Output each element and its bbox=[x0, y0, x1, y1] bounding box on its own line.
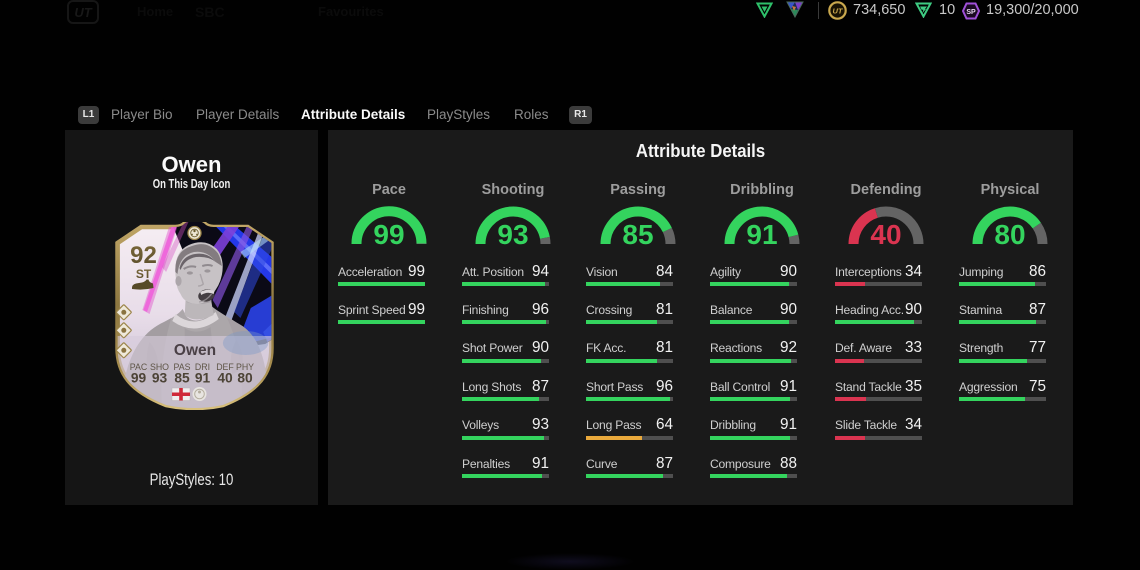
svg-text:PHY: PHY bbox=[236, 362, 254, 372]
svg-text:UT: UT bbox=[833, 7, 844, 16]
svg-text:ST: ST bbox=[136, 267, 152, 281]
svg-text:80: 80 bbox=[994, 219, 1025, 248]
svg-text:SP: SP bbox=[966, 9, 976, 16]
svg-text:SHO: SHO bbox=[150, 362, 169, 372]
svg-text:DEF: DEF bbox=[216, 362, 234, 372]
svg-text:91: 91 bbox=[746, 219, 777, 248]
svg-text:PAC: PAC bbox=[130, 362, 148, 372]
svg-text:PAS: PAS bbox=[174, 362, 191, 372]
svg-text:93: 93 bbox=[152, 371, 168, 386]
svg-text:40: 40 bbox=[217, 371, 233, 386]
svg-text:85: 85 bbox=[622, 219, 653, 248]
svg-text:80: 80 bbox=[237, 371, 253, 386]
svg-text:Owen: Owen bbox=[174, 342, 216, 359]
svg-text:40: 40 bbox=[870, 219, 901, 248]
svg-text:99: 99 bbox=[131, 371, 147, 386]
svg-text:DRI: DRI bbox=[195, 362, 210, 372]
svg-text:85: 85 bbox=[174, 371, 190, 386]
svg-text:91: 91 bbox=[195, 371, 211, 386]
svg-text:93: 93 bbox=[497, 219, 528, 248]
svg-text:92: 92 bbox=[130, 242, 157, 269]
svg-text:99: 99 bbox=[373, 219, 404, 248]
